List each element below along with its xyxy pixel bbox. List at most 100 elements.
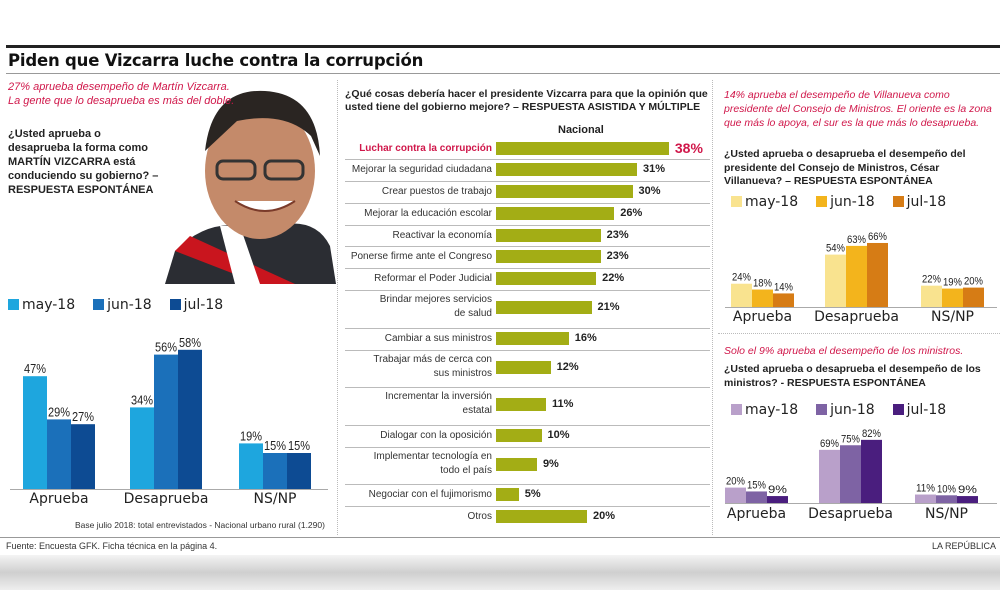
legend-item: jul-18 (169, 297, 224, 313)
villanueva-question: ¿Usted aprueba o desaprueba el desempeño… (724, 148, 966, 187)
row-divider (345, 181, 710, 182)
category-label: NS/NP (253, 491, 297, 507)
data-label: 20% (593, 510, 616, 522)
bar-jul-18-aprueba (773, 293, 794, 307)
data-label: 10% (937, 483, 956, 495)
source-note: Fuente: Encuesta GFK. Ficha técnica en l… (6, 541, 218, 551)
category-label: Brindar mejores servicios de salud (379, 294, 492, 319)
legend-swatch (93, 299, 105, 310)
baseline (10, 489, 328, 490)
data-label: 9% (768, 484, 787, 496)
category-label: Aprueba (732, 309, 793, 325)
ministers-approval-chart: 20% 15% 9%69% 75% 82%11% 10% 9% (725, 428, 978, 503)
data-label: 22% (922, 274, 941, 286)
bar-trabajar-m-s-de-cerca-con-sus-ministros (496, 361, 551, 374)
data-label: 16% (574, 332, 597, 344)
left-question: ¿Usted aprueba o desaprueba la forma com… (8, 128, 159, 196)
bar-jun-18-desaprueba (846, 245, 867, 307)
row-divider (345, 425, 710, 426)
category-label: Aprueba (29, 491, 89, 507)
brand-logo: LA REPÚBLICA (931, 541, 996, 551)
legend: may-18 jun-18 jul-18 (8, 297, 223, 313)
legend-label: may-18 (22, 297, 76, 313)
category-label: NS/NP (931, 309, 974, 325)
bar-brindar-mejores-servicios-de-salud (496, 301, 592, 314)
data-label: 21% (597, 301, 620, 313)
right-divider (718, 333, 1000, 334)
legend-item: may-18 (731, 402, 798, 418)
bar-jun-18-ns-np (936, 495, 957, 503)
legend-swatch (8, 299, 19, 310)
base-note: Base julio 2018: total entrevistados - N… (75, 520, 325, 530)
bar-crear-puestos-de-trabajo (496, 185, 633, 198)
legend-swatch (816, 196, 828, 207)
data-label: 20% (964, 276, 983, 288)
bar-may-18-desaprueba (819, 449, 840, 503)
legend-swatch (169, 299, 181, 310)
bar-jun-18-ns-np (942, 288, 963, 307)
bar-mejorar-la-educaci-n-escolar (496, 207, 615, 220)
row-divider (345, 387, 710, 388)
data-label: 14% (774, 281, 793, 293)
category-label: Trabajar más de cerca con sus ministros (373, 354, 492, 379)
baseline (725, 503, 997, 504)
legend-item: jun-18 (816, 402, 875, 418)
legend-label: jul-18 (183, 297, 224, 313)
category-label: Reactivar la economía (392, 230, 493, 241)
data-label: 34% (131, 392, 153, 407)
legend-item: may-18 (8, 297, 75, 313)
row-divider (345, 246, 710, 247)
category-label: Mejorar la seguridad ciudadana (351, 164, 492, 175)
legend-item: jun-18 (93, 297, 152, 313)
category-label: Crear puestos de trabajo (381, 186, 492, 197)
bar-may-18-ns-np (915, 494, 936, 503)
category-label: Reformar el Poder Judicial (374, 273, 492, 284)
legend: may-18 jun-18 jul-18 (731, 402, 946, 418)
legend-swatch (892, 196, 904, 207)
data-label: 24% (732, 272, 751, 284)
legend-item: jun-18 (816, 194, 875, 210)
bar-implementar-tecnolog-a-en-todo-el-pa-s (496, 458, 537, 471)
bar-jul-18-aprueba (71, 424, 95, 489)
legend-swatch (816, 404, 828, 415)
bar-may-18-ns-np (921, 285, 942, 307)
bar-otros (496, 510, 587, 523)
legend-label: jul-18 (906, 402, 947, 418)
legend-label: jun-18 (830, 194, 875, 210)
legend-label: jun-18 (107, 297, 152, 313)
villanueva-highlight: 14% aprueba el desempeño de Villanueva c… (724, 89, 992, 129)
bar-reformar-el-poder-judicial (496, 272, 597, 285)
category-label: Desaprueba (808, 506, 893, 522)
legend-item: may-18 (731, 194, 798, 210)
data-label: 19% (240, 428, 262, 443)
footer-rule (0, 537, 1000, 538)
legend-label: jul-18 (906, 194, 947, 210)
legend-swatch (731, 196, 742, 207)
bar-dialogar-con-la-oposici-n (496, 429, 542, 442)
data-label: 38% (674, 140, 703, 156)
category-label: Desaprueba (814, 309, 899, 325)
category-label: Ponerse firme ante el Congreso (350, 251, 492, 262)
row-divider (345, 506, 710, 507)
legend-item: jul-18 (892, 402, 947, 418)
bar-may-18-aprueba (23, 376, 47, 489)
category-label: Dialogar con la oposición (380, 430, 492, 441)
category-label: Aprueba (726, 506, 787, 522)
bar-cambiar-a-sus-ministros (496, 332, 569, 345)
bar-jul-18-ns-np (287, 453, 311, 489)
category-label: Otros (467, 511, 492, 522)
row-divider (345, 225, 710, 226)
bar-jul-18-desaprueba (861, 439, 882, 503)
data-label: 11% (916, 483, 935, 495)
top-rule (6, 45, 1000, 48)
bar-jul-18-desaprueba (867, 242, 888, 307)
data-label: 54% (826, 243, 845, 255)
page-title: Piden que Vizcarra luche contra la corru… (8, 51, 424, 70)
column-divider (337, 80, 338, 535)
ministers-question: ¿Usted aprueba o desaprueba el desempeño… (724, 363, 981, 389)
row-divider (345, 328, 710, 329)
bar-luchar-contra-la-corrupci-n (496, 142, 669, 155)
legend-item: jul-18 (892, 194, 947, 210)
data-label: 23% (606, 250, 629, 262)
legend-label: may-18 (745, 402, 799, 418)
